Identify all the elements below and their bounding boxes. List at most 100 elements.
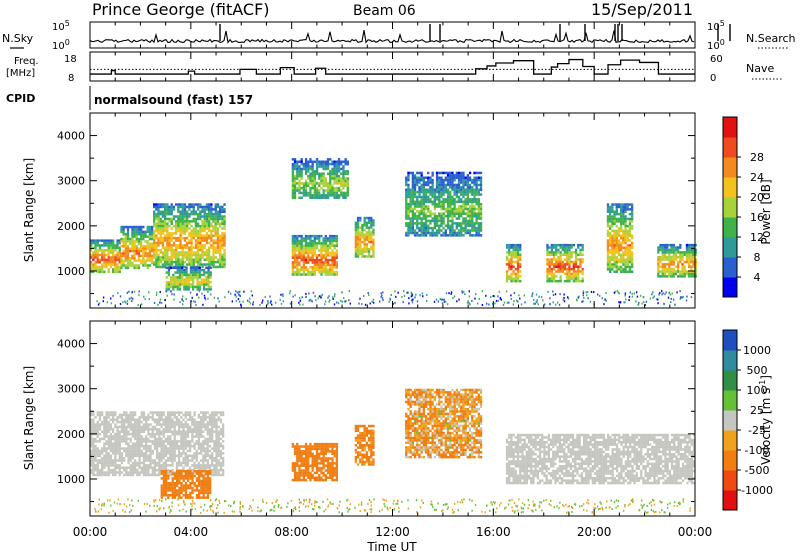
power-noise [674,304,675,306]
power-cell [207,274,209,277]
power-cell [197,237,199,240]
velocity-cell [108,471,110,474]
power-cell [372,250,374,253]
power-cell [305,194,307,197]
velocity-cell [125,447,127,450]
power-cell [162,225,164,228]
power-cell [432,213,434,216]
power-cell [219,223,221,226]
power-cell [201,244,203,247]
velocity-cell [94,450,96,453]
power-cell [425,220,427,223]
power-cell [153,242,155,245]
power-cell [361,229,363,232]
power-cell [144,245,146,248]
power-cell [325,259,327,262]
velocity-cell [125,435,127,438]
power-cell [192,271,194,274]
velocity-cell [103,421,105,424]
power-cell [188,259,190,262]
power-cell [160,249,162,252]
power-cell [221,211,223,214]
power-cell [133,243,135,246]
power-noise [315,299,316,301]
power-cell [454,193,456,196]
power-cell [204,225,206,228]
velocity-cell [187,433,189,436]
power-cell [480,179,482,182]
power-cell [688,254,690,257]
power-cell [314,261,316,264]
power-cell [517,254,519,257]
power-cell [445,208,447,211]
power-cell [458,213,460,216]
power-cell [182,230,184,233]
velocity-cell [143,431,145,434]
power-cell [171,239,173,242]
velocity-cell [136,452,138,455]
power-cell [443,193,445,196]
velocity-cell [165,423,167,426]
power-cell [549,263,551,266]
velocity-cell [143,423,145,426]
power-cell [423,213,425,216]
power-noise [454,295,455,297]
power-cell [175,251,177,254]
power-cell [458,196,460,199]
power-cell [469,172,471,175]
power-cell [190,256,192,259]
power-cell [116,271,118,274]
power-cell [103,242,105,245]
power-cell [480,213,482,216]
power-cell [432,234,434,237]
power-cell [618,244,620,247]
power-cell [329,269,331,272]
velocity-cell [163,455,165,458]
power-cell [443,215,445,218]
power-cell [618,247,620,250]
power-noise [517,301,518,303]
power-cell [136,238,138,241]
power-noise [161,302,162,304]
power-cell [309,245,311,248]
velocity-cell [105,455,107,458]
velocity-cell [132,452,134,455]
power-cell [577,275,579,278]
power-cell [116,266,118,269]
velocity-cell [143,455,145,458]
power-cell [123,252,125,255]
power-cell [334,192,336,195]
power-cell [690,244,692,247]
velocity-cell [114,474,116,477]
velocity-cell [143,471,145,474]
power-cell [618,239,620,242]
velocity-cell [110,457,112,460]
power-cell [155,208,157,211]
power-cell [147,267,149,270]
nave-bottom-tick: 0 [710,73,716,84]
power-cell [184,203,186,206]
power-cell [157,259,159,262]
power-cell [675,266,677,269]
power-cell [185,283,187,286]
power-cell [329,245,331,248]
power-cell [414,201,416,204]
power-noise [506,290,507,292]
velocity-cell [156,419,158,422]
power-cell [631,208,633,211]
power-cell [624,230,626,233]
power-cell [331,161,333,164]
power-cell [133,228,135,231]
power-cell [97,239,99,242]
power-cell [679,273,681,276]
power-cell [177,267,179,270]
power-cell [179,237,181,240]
power-cell [182,251,184,254]
power-cell [153,247,155,250]
power-cell [629,239,631,242]
power-cell [684,251,686,254]
power-cell [513,249,515,252]
power-cell [364,243,366,246]
velocity-cell [114,445,116,448]
power-cell [478,203,480,206]
